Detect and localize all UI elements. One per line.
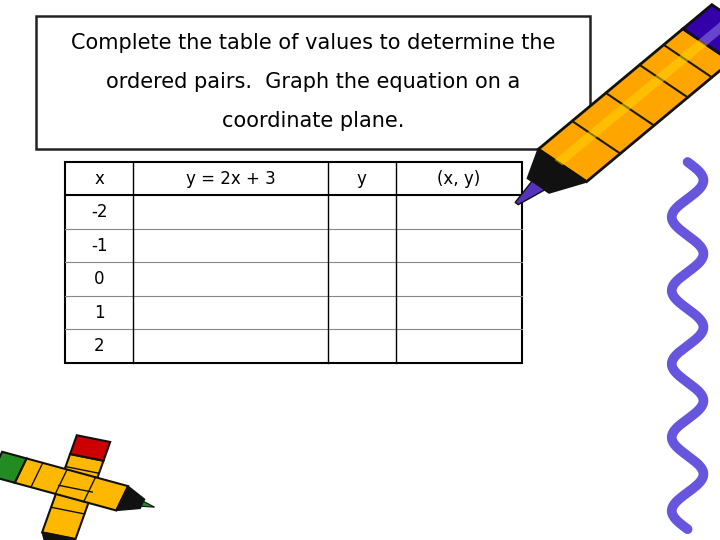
Polygon shape: [539, 29, 720, 181]
Polygon shape: [42, 532, 76, 540]
Text: y: y: [357, 170, 366, 188]
Polygon shape: [0, 452, 27, 483]
Text: ordered pairs.  Graph the equation on a: ordered pairs. Graph the equation on a: [106, 72, 521, 92]
Text: x: x: [94, 170, 104, 188]
Polygon shape: [116, 486, 145, 510]
Polygon shape: [528, 149, 587, 193]
Text: coordinate plane.: coordinate plane.: [222, 111, 405, 131]
Polygon shape: [70, 435, 110, 461]
Polygon shape: [554, 39, 707, 165]
Text: -1: -1: [91, 237, 107, 255]
Text: -2: -2: [91, 203, 107, 221]
Text: 2: 2: [94, 337, 104, 355]
Text: 0: 0: [94, 270, 104, 288]
Text: (x, y): (x, y): [437, 170, 481, 188]
Polygon shape: [515, 181, 545, 205]
Polygon shape: [14, 458, 128, 510]
Text: 1: 1: [94, 303, 104, 322]
FancyBboxPatch shape: [65, 162, 522, 363]
Polygon shape: [141, 502, 155, 507]
FancyBboxPatch shape: [36, 16, 590, 148]
Polygon shape: [42, 454, 104, 539]
Polygon shape: [683, 5, 720, 62]
Text: Complete the table of values to determine the: Complete the table of values to determin…: [71, 33, 555, 53]
Text: y = 2x + 3: y = 2x + 3: [186, 170, 275, 188]
Polygon shape: [699, 16, 720, 45]
